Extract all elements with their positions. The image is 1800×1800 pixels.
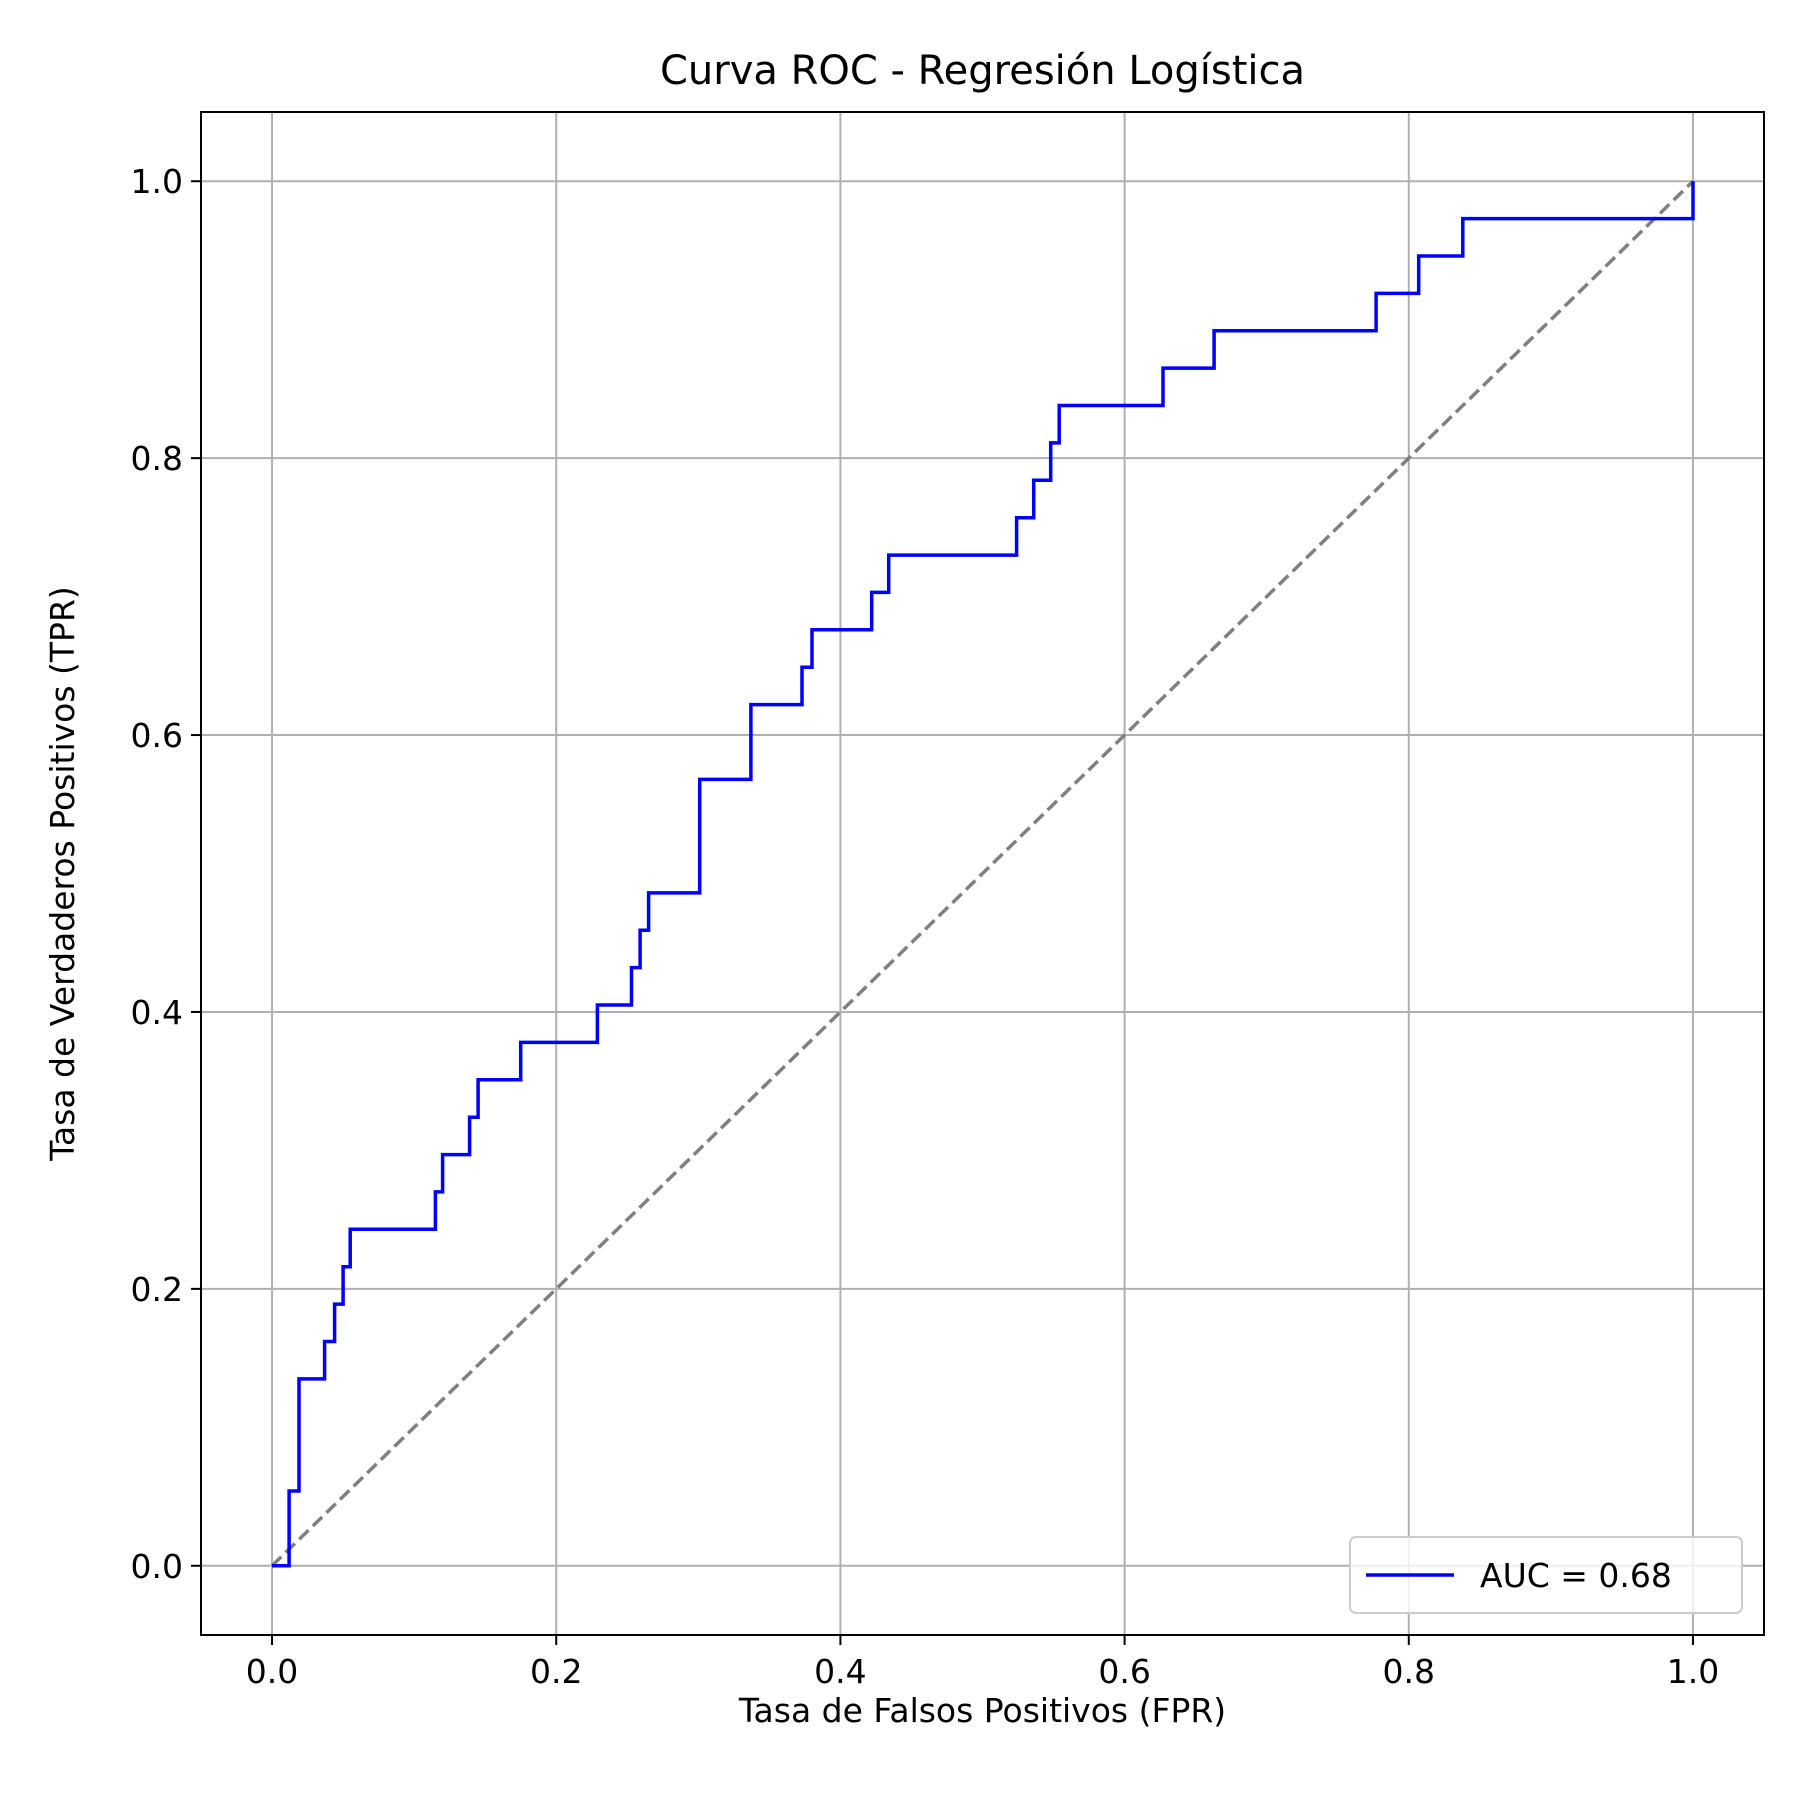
x-tick-label-0: 0.0	[246, 1652, 298, 1691]
y-tick-label-0: 0.0	[131, 1547, 183, 1586]
y-tick-label-5: 1.0	[131, 162, 183, 201]
x-tick-label-1: 0.2	[530, 1652, 582, 1691]
x-axis-label: Tasa de Falsos Positivos (FPR)	[738, 1691, 1226, 1730]
x-tick-label-5: 1.0	[1667, 1652, 1719, 1691]
legend: AUC = 0.68	[1349, 1536, 1743, 1614]
axis-ticks: 0.0 0.2 0.4 0.6 0.8 1.0 0.0 0.2 0.4 0.6 0.8 1.0	[131, 162, 1720, 1691]
x-tick-label-3: 0.6	[1098, 1652, 1150, 1691]
plot-frame	[200, 111, 1765, 1636]
chance-diagonal-line	[270, 179, 1695, 1568]
legend-box	[1349, 1536, 1743, 1614]
y-axis-label: Tasa de Verdaderos Positivos (TPR)	[43, 586, 82, 1162]
y-tick-label-4: 0.8	[131, 439, 183, 478]
y-tick-label-2: 0.4	[131, 993, 183, 1032]
roc-curve-line	[272, 181, 1695, 1568]
series-layer	[270, 179, 1695, 1568]
y-tick-label-1: 0.2	[131, 1270, 183, 1309]
x-tick-label-2: 0.4	[814, 1652, 866, 1691]
x-tick-label-4: 0.8	[1383, 1652, 1435, 1691]
y-tick-label-3: 0.6	[131, 716, 183, 755]
chart-title: Curva ROC - Regresión Logística	[660, 48, 1305, 94]
legend-label-roc: AUC = 0.68	[1480, 1556, 1672, 1595]
grid	[201, 112, 1764, 1635]
